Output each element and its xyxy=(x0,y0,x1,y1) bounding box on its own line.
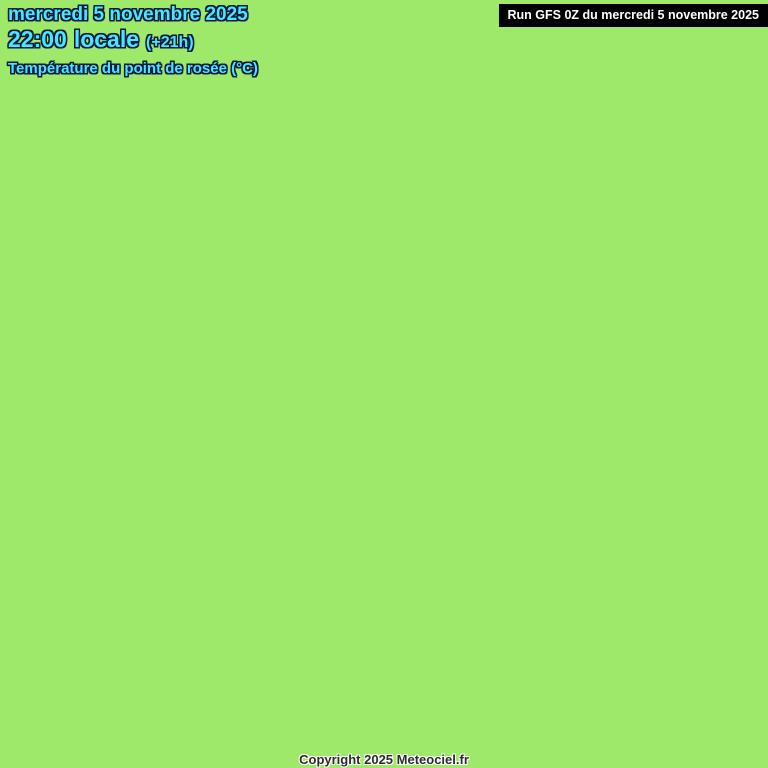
copyright-notice: Copyright 2025 Meteociel.fr xyxy=(299,752,469,767)
title-parameter: Température du point de rosée (°C) xyxy=(8,60,258,77)
title-date: mercredi 5 novembre 2025 xyxy=(8,4,248,25)
title-time-suffix: locale xyxy=(73,26,140,52)
title-time-row: 22:00 locale (+21h) xyxy=(8,26,258,56)
model-run-banner: Run GFS 0Z du mercredi 5 novembre 2025 xyxy=(498,4,768,27)
title-time: 22:00 xyxy=(8,26,67,52)
title-forecast-offset: (+21h) xyxy=(146,34,194,51)
map-title-block: mercredi 5 novembre 2025 22:00 locale (+… xyxy=(8,4,258,80)
